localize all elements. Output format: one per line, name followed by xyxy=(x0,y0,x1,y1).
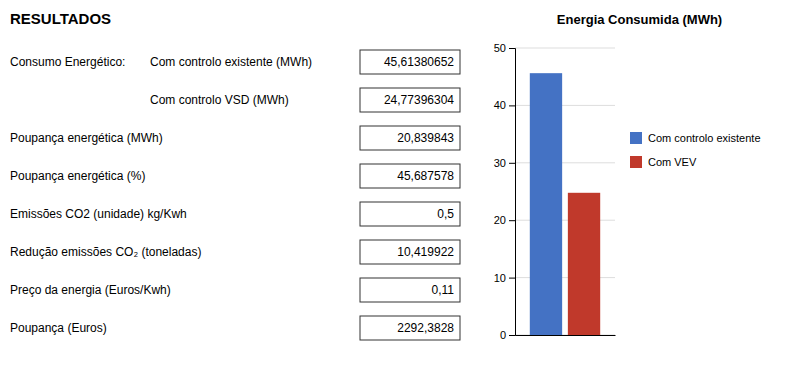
y-tick-mark xyxy=(509,163,515,164)
y-axis: 0 10 20 30 40 50 xyxy=(494,42,516,341)
y-tick-label: 0 xyxy=(500,329,506,341)
value-box xyxy=(360,316,460,340)
x-axis xyxy=(516,335,616,337)
legend-swatch xyxy=(630,132,642,144)
results-panel: RESULTADOS Consumo Energético: Com control… xyxy=(10,10,460,340)
bars xyxy=(530,73,600,335)
y-tick-mark xyxy=(509,278,515,279)
y-tick: 50 xyxy=(494,42,515,54)
row-label: Redução emissões CO₂ (toneladas) xyxy=(10,245,201,259)
y-tick: 0 xyxy=(500,329,515,341)
y-axis-line xyxy=(509,49,516,336)
value-label: 2292,3828 xyxy=(397,321,454,335)
row-label: Preço da energia (Euros/Kwh) xyxy=(10,283,171,297)
chart-title: Energia Consumida (MWh) xyxy=(557,12,722,27)
row-sublabel: Com controlo existente (MWh) xyxy=(150,55,312,69)
bar xyxy=(568,193,600,335)
y-tick-label: 50 xyxy=(494,42,506,54)
value-label: 45,687578 xyxy=(397,169,454,183)
legend: Com controlo existente Com VEV xyxy=(630,132,761,168)
row-label: Emissões CO2 (unidade) kg/Kwh xyxy=(10,207,187,221)
value-box xyxy=(360,50,460,74)
y-tick-label: 30 xyxy=(494,157,506,169)
value-label: 45,61380652 xyxy=(384,55,454,69)
row-label: Consumo Energético: xyxy=(10,55,125,69)
y-tick-label: 10 xyxy=(494,272,506,284)
y-tick-mark xyxy=(509,335,515,336)
panel-title: RESULTADOS xyxy=(10,10,111,27)
x-axis-line xyxy=(516,335,616,336)
bar-chart: Energia Consumida (MWh) 0 10 20 30 40 50 Com co… xyxy=(494,12,761,341)
value-box xyxy=(360,164,460,188)
grid xyxy=(515,48,615,335)
row-label: Poupança energética (MWh) xyxy=(10,131,163,145)
legend-swatch xyxy=(630,156,642,168)
row-label: Poupança (Euros) xyxy=(10,321,107,335)
value-label: 0,5 xyxy=(437,207,454,221)
value-label: 10,419922 xyxy=(397,245,454,259)
value-box xyxy=(360,202,460,226)
chart-root: RESULTADOS Consumo Energético: Com control… xyxy=(0,0,789,365)
grid-line xyxy=(515,48,615,49)
y-tick: 30 xyxy=(494,157,515,169)
bar xyxy=(530,73,562,335)
value-box xyxy=(360,278,460,302)
value-label: 0,11 xyxy=(432,283,455,297)
y-tick-mark xyxy=(509,220,515,221)
row-label: Poupança energética (%) xyxy=(10,169,145,183)
y-tick: 10 xyxy=(494,272,515,284)
y-tick: 20 xyxy=(494,214,515,226)
y-tick-mark xyxy=(509,48,515,49)
y-tick-label: 20 xyxy=(494,214,506,226)
y-tick-label: 40 xyxy=(494,99,506,111)
legend-label: Com controlo existente xyxy=(648,132,761,144)
value-label: 20,839843 xyxy=(397,131,454,145)
y-tick: 40 xyxy=(494,99,515,111)
legend-label: Com VEV xyxy=(648,156,697,168)
y-tick-mark xyxy=(509,105,515,106)
value-box xyxy=(360,126,460,150)
row-sublabel: Com controlo VSD (MWh) xyxy=(150,93,289,107)
value-box xyxy=(360,88,460,112)
value-box xyxy=(360,240,460,264)
value-label: 24,77396304 xyxy=(384,93,454,107)
